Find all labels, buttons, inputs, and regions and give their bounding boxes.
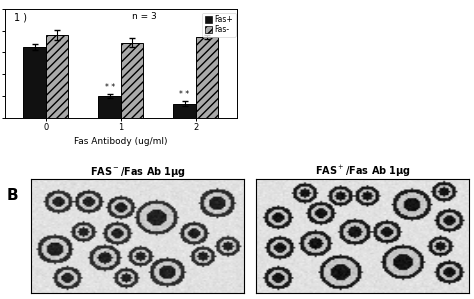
Title: FAS$^-$/Fas Ab 1μg: FAS$^-$/Fas Ab 1μg — [90, 165, 186, 179]
Text: B: B — [6, 188, 18, 203]
Bar — [24, 47, 46, 118]
Legend: Fas+, Fas-: Fas+, Fas- — [202, 13, 236, 36]
Bar — [121, 43, 143, 118]
Text: * *: * * — [105, 83, 115, 91]
Title: FAS$^+$/Fas Ab 1μg: FAS$^+$/Fas Ab 1μg — [315, 164, 411, 179]
Bar — [196, 37, 218, 118]
Text: 1 ): 1 ) — [14, 12, 27, 22]
Bar — [99, 96, 121, 118]
Text: n = 3: n = 3 — [132, 12, 157, 21]
Text: * *: * * — [180, 90, 190, 99]
X-axis label: Fas Antibody (ug/ml): Fas Antibody (ug/ml) — [74, 137, 168, 146]
Bar — [173, 103, 196, 118]
Bar — [46, 35, 68, 118]
